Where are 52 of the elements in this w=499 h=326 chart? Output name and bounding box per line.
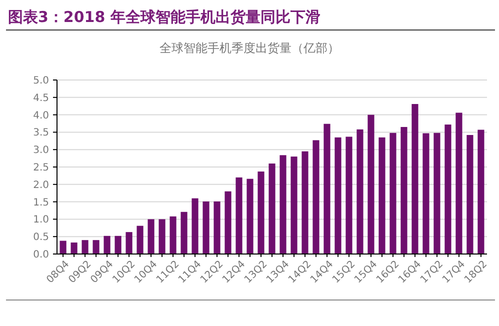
bar <box>456 112 462 254</box>
y-tick-label: 2.5 <box>33 162 49 174</box>
bar <box>136 226 144 254</box>
bar <box>390 132 396 254</box>
bar <box>422 133 430 254</box>
bar <box>114 236 122 254</box>
bar <box>268 164 276 254</box>
bar <box>170 216 176 254</box>
chart-subtitle: 全球智能手机季度出货量（亿部） <box>160 41 340 55</box>
bar <box>192 198 198 254</box>
bar <box>444 124 452 254</box>
y-tick-label: 2.0 <box>33 180 49 191</box>
bar <box>236 177 242 254</box>
bar <box>334 137 342 254</box>
bar <box>214 201 220 254</box>
y-tick-label: 0.0 <box>33 250 49 260</box>
bar <box>378 137 386 254</box>
bar <box>346 136 352 254</box>
y-tick-label: 3.0 <box>33 145 49 156</box>
bar <box>180 212 188 254</box>
bar <box>104 236 110 254</box>
y-tick-label: 4.0 <box>33 110 49 122</box>
bar <box>246 178 254 254</box>
bar <box>82 240 88 254</box>
bar <box>158 219 166 254</box>
bar <box>258 172 264 254</box>
bar <box>434 132 440 254</box>
y-tick-label: 1.0 <box>33 214 49 226</box>
bar <box>466 134 474 254</box>
bar <box>280 155 286 254</box>
chart-title: 图表3：2018 年全球智能手机出货量同比下滑 <box>8 8 320 26</box>
bar <box>148 219 154 254</box>
y-tick-label: 1.5 <box>33 197 49 208</box>
bar <box>312 140 320 254</box>
y-tick-label: 3.5 <box>33 128 49 139</box>
bar <box>92 240 100 254</box>
bar <box>224 191 232 254</box>
y-tick-label: 0.5 <box>33 232 49 244</box>
bar <box>478 130 484 254</box>
bar <box>400 126 408 254</box>
bar <box>324 124 330 254</box>
bar <box>412 104 418 254</box>
bar <box>202 201 210 254</box>
bar <box>126 232 132 254</box>
bar <box>290 156 298 254</box>
bar <box>302 151 308 254</box>
bar <box>368 114 374 254</box>
bar <box>356 129 364 254</box>
bar <box>60 240 66 254</box>
y-tick-label: 5.0 <box>33 76 49 86</box>
bar <box>70 242 78 254</box>
y-tick-label: 4.5 <box>33 92 49 104</box>
